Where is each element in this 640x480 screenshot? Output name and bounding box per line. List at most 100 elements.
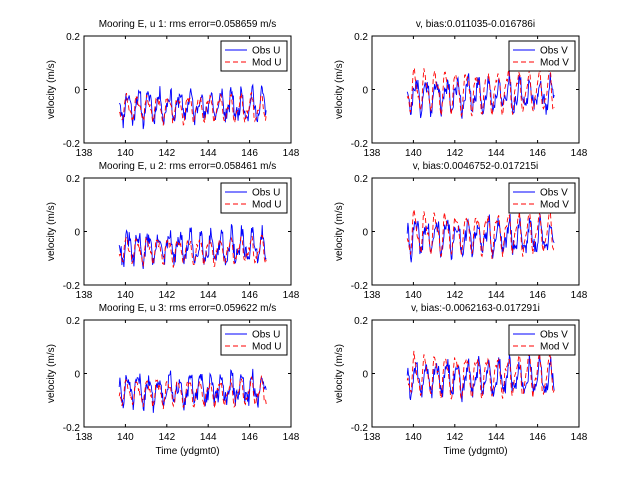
y-tick-label: 0 <box>362 228 368 239</box>
x-tick-label: 142 <box>158 432 175 443</box>
series-line-2 <box>118 375 267 410</box>
y-tick-label: 0 <box>74 370 80 381</box>
legend-box <box>220 40 288 72</box>
legend-box <box>220 182 288 214</box>
x-tick-label: 140 <box>405 290 422 301</box>
legend-box <box>508 324 576 356</box>
x-tick-label: 142 <box>158 148 175 159</box>
series-line-1 <box>406 213 555 263</box>
series-line-1 <box>118 83 267 130</box>
subplot-3: 138 140 142 144 146 148 -0.2 0 0.2 Mooring E, u 2… <box>46 161 300 301</box>
y-tick-label: 0.2 <box>66 316 80 327</box>
x-tick-label: 148 <box>571 148 588 159</box>
x-tick-label: 142 <box>446 148 463 159</box>
x-tick-label: 144 <box>200 290 217 301</box>
legend-label: Mod V <box>540 200 569 211</box>
y-tick-label: -0.2 <box>351 139 369 150</box>
x-tick-label: 144 <box>488 148 505 159</box>
y-tick-label: 0 <box>362 370 368 381</box>
x-tick-label: 142 <box>446 432 463 443</box>
y-tick-label: 0 <box>362 86 368 97</box>
x-tick-label: 146 <box>241 432 258 443</box>
x-tick-label: 146 <box>241 148 258 159</box>
x-tick-label: 142 <box>158 290 175 301</box>
x-tick-label: 146 <box>529 290 546 301</box>
y-tick-label: -0.2 <box>351 281 369 292</box>
x-tick-label: 140 <box>405 432 422 443</box>
x-tick-label: 144 <box>200 432 217 443</box>
y-axis-label: velocity (m/s) <box>46 202 57 261</box>
x-tick-label: 138 <box>364 290 381 301</box>
x-tick-label: 142 <box>446 290 463 301</box>
subplot-5: 138 140 142 144 146 148 -0.2 0 0.2 Mooring E, u 3… <box>46 303 300 457</box>
series-line-2 <box>119 92 267 126</box>
legend-label: Obs V <box>540 46 568 57</box>
legend-label: Obs V <box>540 188 568 199</box>
x-tick-label: 138 <box>76 290 93 301</box>
x-tick-label: 148 <box>283 432 300 443</box>
y-axis-label: velocity (m/s) <box>334 344 345 403</box>
legend-label: Mod U <box>252 200 281 211</box>
legend-label: Mod V <box>540 342 569 353</box>
y-tick-label: -0.2 <box>63 139 81 150</box>
y-axis-label: velocity (m/s) <box>46 344 57 403</box>
x-tick-label: 148 <box>283 148 300 159</box>
subplot-6: 138 140 142 144 146 148 -0.2 0 0.2 v, bias:-0.006… <box>334 303 588 457</box>
series-line-1 <box>118 368 267 413</box>
x-tick-label: 146 <box>241 290 258 301</box>
y-tick-label: 0.2 <box>66 32 80 43</box>
x-tick-label: 138 <box>364 432 381 443</box>
y-tick-label: -0.2 <box>63 423 81 434</box>
legend-box <box>220 324 288 356</box>
legend-box <box>508 40 576 72</box>
subplot-title: v, bias:-0.0062163-0.017291i <box>411 303 540 314</box>
x-tick-label: 148 <box>283 290 300 301</box>
y-axis-label: velocity (m/s) <box>334 60 345 119</box>
y-tick-label: -0.2 <box>351 423 369 434</box>
subplot-title: Mooring E, u 2: rms error=0.058461 m/s <box>99 161 277 172</box>
subplot-1: 138 140 142 144 146 148 -0.2 0 0.2 Mooring E, u 1… <box>46 19 300 159</box>
x-tick-label: 144 <box>488 290 505 301</box>
y-tick-label: 0 <box>74 86 80 97</box>
x-tick-label: 140 <box>117 432 134 443</box>
legend-label: Mod U <box>252 342 281 353</box>
legend-label: Obs U <box>252 46 280 57</box>
x-tick-label: 140 <box>117 290 134 301</box>
series-line-2 <box>406 350 555 401</box>
legend-label: Obs U <box>252 330 280 341</box>
x-tick-label: 148 <box>571 432 588 443</box>
x-tick-label: 138 <box>76 432 93 443</box>
x-axis-label: Time (ydgmt0) <box>443 446 507 457</box>
subplot-title: v, bias:0.0046752-0.017215i <box>413 161 538 172</box>
x-tick-label: 140 <box>117 148 134 159</box>
y-tick-label: 0.2 <box>354 316 368 327</box>
legend-label: Mod V <box>540 58 569 69</box>
x-tick-label: 146 <box>529 432 546 443</box>
x-tick-label: 138 <box>364 148 381 159</box>
subplot-4: 138 140 142 144 146 148 -0.2 0 0.2 v, bias:0.0046… <box>334 161 588 301</box>
x-tick-label: 144 <box>488 432 505 443</box>
series-line-1 <box>406 353 555 403</box>
subplot-title: Mooring E, u 3: rms error=0.059622 m/s <box>99 303 277 314</box>
legend-label: Mod U <box>252 58 281 69</box>
legend-box <box>508 182 576 214</box>
subplot-title: Mooring E, u 1: rms error=0.058659 m/s <box>99 19 277 30</box>
x-tick-label: 138 <box>76 148 93 159</box>
legend-label: Obs U <box>252 188 280 199</box>
y-tick-label: 0.2 <box>354 174 368 185</box>
y-tick-label: -0.2 <box>63 281 81 292</box>
subplot-title: v, bias:0.011035-0.016786i <box>416 19 535 30</box>
x-tick-label: 140 <box>405 148 422 159</box>
legend-label: Obs V <box>540 330 568 341</box>
y-axis-label: velocity (m/s) <box>334 202 345 261</box>
y-tick-label: 0 <box>74 228 80 239</box>
x-tick-label: 148 <box>571 290 588 301</box>
x-tick-label: 146 <box>529 148 546 159</box>
x-tick-label: 144 <box>200 148 217 159</box>
